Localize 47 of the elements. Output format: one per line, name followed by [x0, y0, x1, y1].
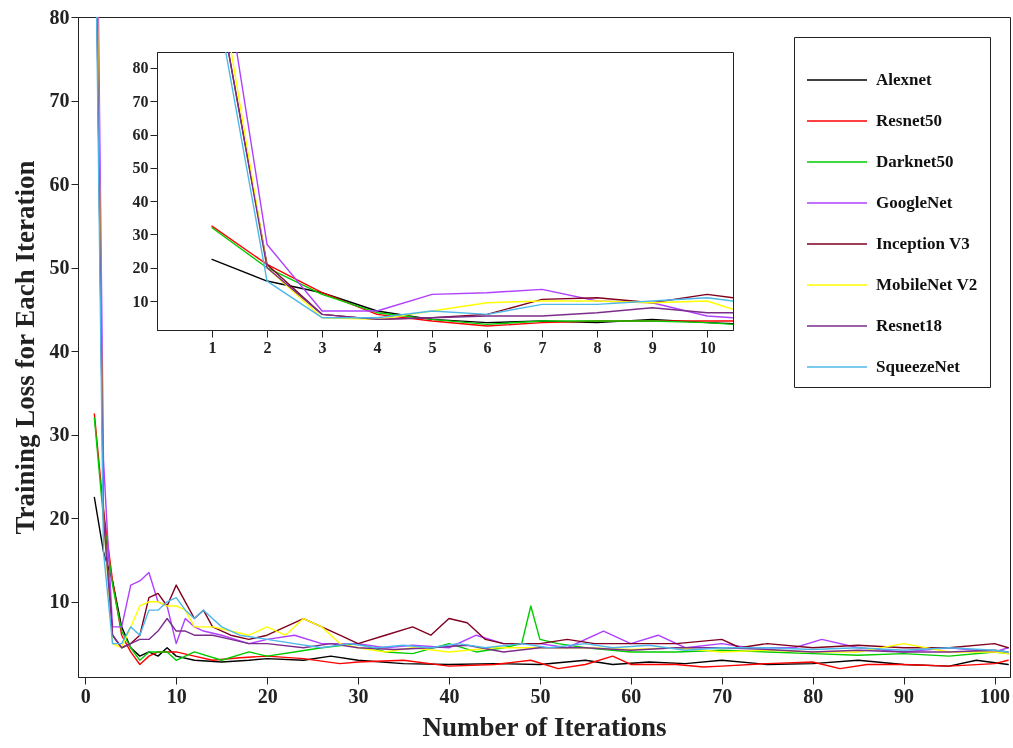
- legend-label: Inception V3: [876, 234, 970, 253]
- x-tick-label: 30: [348, 684, 369, 707]
- y-tick-label: 70: [132, 92, 149, 110]
- y-tick-label: 40: [132, 192, 149, 210]
- legend-label: Resnet18: [876, 316, 943, 335]
- x-tick-label: 7: [538, 338, 547, 356]
- legend-label: GoogleNet: [876, 193, 953, 212]
- x-tick-label: 6: [483, 338, 492, 356]
- legend-label: Darknet50: [876, 152, 954, 171]
- y-axis-title: Training Loss for Each Iteration: [9, 160, 40, 535]
- y-tick-label: 10: [49, 590, 70, 613]
- x-tick-label: 5: [428, 338, 437, 356]
- x-tick-label: 40: [439, 684, 460, 707]
- x-tick-label: 10: [166, 684, 187, 707]
- x-tick-label: 100: [980, 684, 1011, 707]
- x-tick-label: 20: [257, 684, 278, 707]
- x-tick-label: 90: [894, 684, 915, 707]
- x-tick-label: 80: [803, 684, 824, 707]
- x-tick-label: 10: [699, 338, 716, 356]
- x-tick-label: 60: [621, 684, 642, 707]
- y-tick-label: 30: [49, 423, 70, 446]
- legend-label: SqueezeNet: [876, 357, 961, 376]
- y-tick-label: 80: [49, 5, 70, 28]
- y-tick-label: 80: [132, 59, 149, 77]
- x-tick-label: 0: [80, 684, 91, 707]
- x-tick-label: 9: [648, 338, 657, 356]
- y-tick-label: 70: [49, 89, 70, 112]
- y-tick-label: 60: [49, 172, 70, 195]
- x-tick-label: 1: [208, 338, 217, 356]
- legend-label: Resnet50: [876, 111, 943, 130]
- y-tick-label: 60: [132, 126, 149, 144]
- line-series: [93, 496, 1009, 667]
- y-tick-label: 50: [49, 256, 70, 279]
- x-tick-label: 2: [263, 338, 272, 356]
- x-tick-label: 8: [593, 338, 602, 356]
- y-tick-label: 50: [132, 159, 149, 177]
- y-tick-label: 10: [132, 292, 149, 310]
- x-tick-label: 4: [373, 338, 382, 356]
- x-tick-label: 70: [712, 684, 733, 707]
- x-tick-label: 3: [318, 338, 327, 356]
- legend-label: Alexnet: [876, 70, 933, 89]
- y-tick-label: 30: [132, 225, 149, 243]
- x-axis-title: Number of Iterations: [422, 711, 667, 742]
- x-tick-label: 50: [530, 684, 551, 707]
- y-tick-label: 20: [132, 259, 149, 277]
- legend-label: MobileNet V2: [876, 275, 978, 294]
- y-tick-label: 20: [49, 506, 70, 529]
